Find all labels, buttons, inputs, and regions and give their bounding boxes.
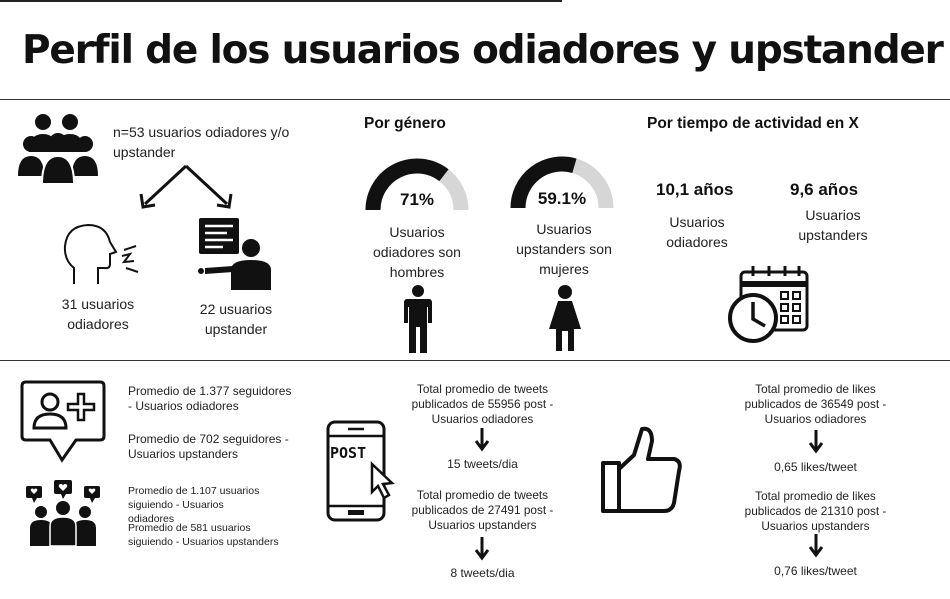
upstanders-years-label: Usuarios upstanders <box>798 207 868 243</box>
thumbs-up-icon <box>601 426 682 513</box>
page-title: Perfil de los usuarios odiadores y upsta… <box>22 28 944 73</box>
arrow-down-icon <box>808 430 824 454</box>
arrow-down-icon <box>808 534 824 558</box>
female-icon <box>549 285 581 351</box>
arrow-down-icon <box>474 428 490 452</box>
haters-following: Promedio de 1.107 usuarios siguiendo - U… <box>128 485 260 525</box>
arrow-down-icon <box>474 537 490 561</box>
sample-size: n=53 usuarios odiadores y/o upstander <box>113 124 290 160</box>
top-rule <box>0 0 562 2</box>
upstanders-gender-label: Usuarios upstanders son mujeres <box>516 221 612 277</box>
male-icon <box>404 285 432 353</box>
haters-tweets-rate: 15 tweets/dia <box>447 457 518 471</box>
post-label: POST <box>330 444 367 462</box>
speaking-head-icon <box>63 223 139 284</box>
haters-likes-rate: 0,65 likes/tweet <box>774 460 857 474</box>
divider-middle <box>0 360 950 361</box>
haters-gender-label: Usuarios odiadores son hombres <box>373 224 461 280</box>
upstanders-years: 9,6 años <box>790 180 859 199</box>
upstanders-likes-rate: 0,76 likes/tweet <box>774 564 857 578</box>
haters-gauge <box>365 158 469 211</box>
upstanders-gauge <box>510 156 614 209</box>
upstanders-following: Promedio de 581 usuarios siguiendo - Usu… <box>128 522 279 548</box>
calendar-clock-icon <box>728 266 809 343</box>
divider-top <box>0 99 950 100</box>
upstanders-tweets-total: Total promedio de tweets publicados de 2… <box>411 488 554 532</box>
upstanders-count: 22 usuarios upstander <box>199 301 273 337</box>
split-arrows <box>139 164 233 209</box>
gender-heading: Por género <box>364 115 446 132</box>
haters-count: 31 usuarios odiadores <box>61 296 135 332</box>
haters-years: 10,1 años <box>656 180 734 199</box>
haters-years-label: Usuarios odiadores <box>666 214 728 250</box>
activity-heading: Por tiempo de actividad en X <box>647 115 859 132</box>
group-icon <box>18 114 98 185</box>
phone-post-icon <box>326 420 395 522</box>
haters-tweets-total: Total promedio de tweets publicados de 5… <box>411 382 554 426</box>
upstanders-likes-total: Total promedio de likes publicados de 21… <box>744 489 887 533</box>
add-user-bubble-icon <box>20 380 106 463</box>
upstanders-tweets-rate: 8 tweets/dia <box>450 566 515 580</box>
presenter-icon <box>198 218 271 290</box>
haters-followers: Promedio de 1.377 seguidores - Usuarios … <box>128 384 292 413</box>
haters-male-percent: 71% <box>399 190 435 209</box>
community-icon <box>26 480 100 547</box>
haters-likes-total: Total promedio de likes publicados de 36… <box>744 382 887 426</box>
upstanders-followers: Promedio de 702 seguidores - Usuarios up… <box>128 432 289 461</box>
upstanders-female-percent: 59.1% <box>537 189 587 208</box>
